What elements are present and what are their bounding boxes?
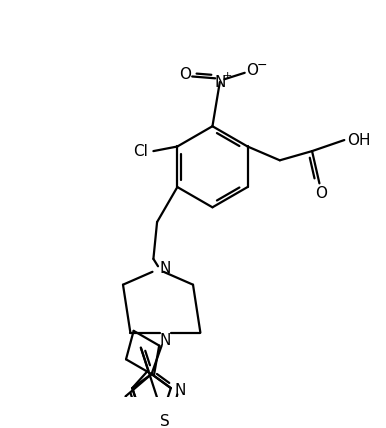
Text: O: O [179, 67, 191, 82]
Text: N: N [174, 383, 186, 398]
Text: −: − [257, 59, 267, 72]
Text: +: + [222, 71, 232, 80]
Text: N: N [214, 74, 225, 89]
Text: O: O [315, 186, 327, 201]
Text: S: S [161, 414, 170, 428]
Text: O: O [246, 63, 258, 78]
Text: N: N [160, 261, 171, 276]
Text: OH: OH [347, 133, 371, 148]
Text: Cl: Cl [133, 144, 148, 159]
Text: N: N [160, 333, 171, 348]
